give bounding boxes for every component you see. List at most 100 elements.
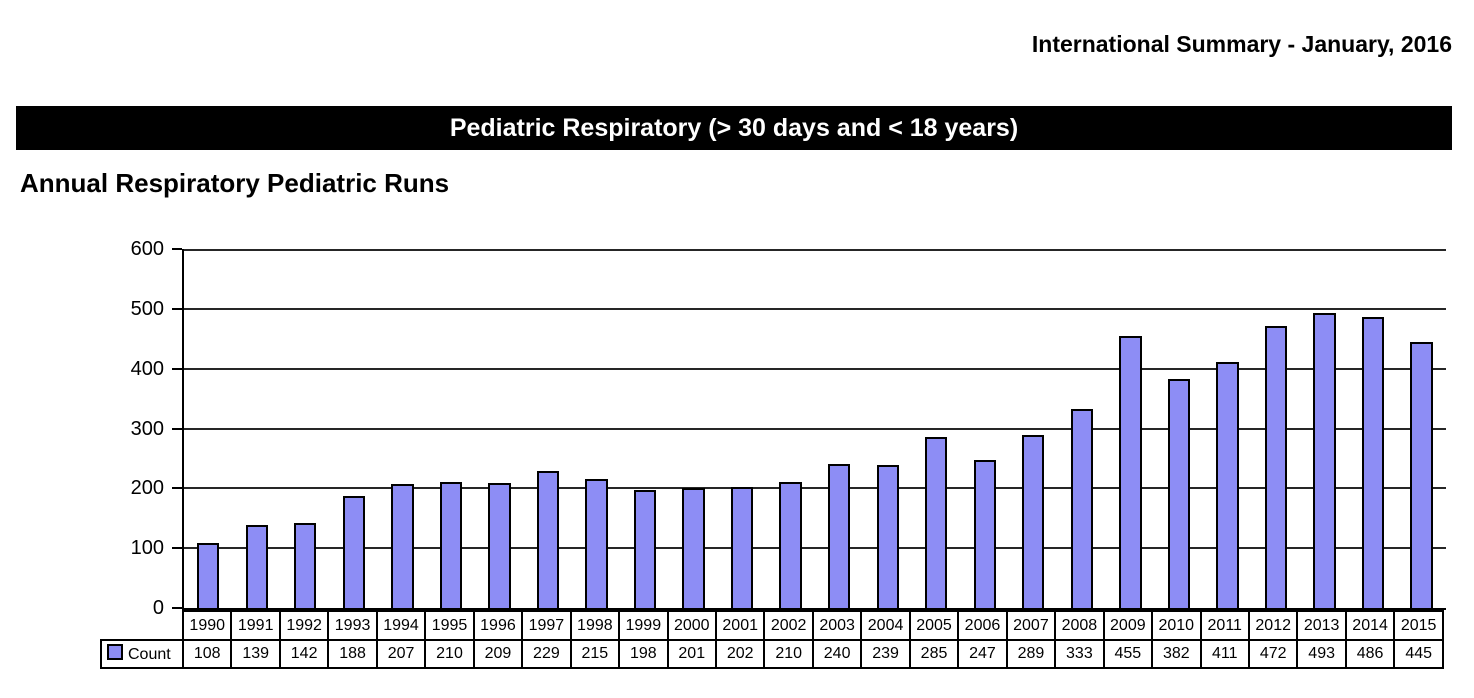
bar-column-2006 xyxy=(961,249,1010,608)
bar-2001 xyxy=(730,487,754,608)
bar-1998 xyxy=(585,479,608,608)
y-axis-tick xyxy=(172,547,182,550)
count-cell: 215 xyxy=(569,639,621,669)
bar-series xyxy=(184,249,1446,608)
count-cell: 240 xyxy=(811,639,863,669)
section-banner: Pediatric Respiratory (> 30 days and < 1… xyxy=(16,106,1452,150)
year-cell: 1999 xyxy=(618,610,669,641)
year-cell: 1991 xyxy=(230,610,281,641)
bar-column-1997 xyxy=(524,249,573,608)
bar-1999 xyxy=(633,489,657,608)
bar-column-1994 xyxy=(378,249,427,608)
year-cell: 2010 xyxy=(1151,610,1202,641)
count-cell: 139 xyxy=(230,639,281,669)
count-cell: 198 xyxy=(618,639,669,669)
y-axis-tick xyxy=(172,427,182,430)
bar-2000 xyxy=(682,487,705,608)
bar-column-2001 xyxy=(718,249,767,608)
count-cell: 445 xyxy=(1393,639,1444,669)
bar-column-2008 xyxy=(1058,249,1107,608)
bar-2011 xyxy=(1216,362,1239,608)
year-cell: 2004 xyxy=(860,610,911,641)
bar-column-2012 xyxy=(1252,249,1301,608)
count-cell: 108 xyxy=(181,639,233,669)
bar-column-2003 xyxy=(815,249,864,608)
year-cell: 1992 xyxy=(278,610,330,641)
count-cell: 201 xyxy=(666,639,717,669)
year-cell: 2011 xyxy=(1199,610,1250,641)
bar-2007 xyxy=(1022,435,1045,608)
bar-column-2015 xyxy=(1397,249,1446,608)
count-cell: 239 xyxy=(860,639,911,669)
y-axis-label: 0 xyxy=(152,597,164,619)
bar-column-2010 xyxy=(1155,249,1204,608)
table-corner-spacer xyxy=(101,611,183,640)
bar-1996 xyxy=(488,482,511,608)
bar-column-2002 xyxy=(766,249,815,608)
count-cell: 333 xyxy=(1054,639,1105,669)
bar-1994 xyxy=(391,484,414,608)
bar-1991 xyxy=(245,524,268,608)
bar-column-1993 xyxy=(330,249,379,608)
bar-1992 xyxy=(294,523,317,608)
count-value-row: Count 108 139 142 188 207 210 209 229 215 198 201 2… xyxy=(100,639,1444,669)
year-cell: 2006 xyxy=(957,610,1008,641)
count-cell: 202 xyxy=(714,639,766,669)
y-axis-label: 100 xyxy=(130,537,164,560)
bar-column-1996 xyxy=(475,249,524,608)
y-axis-label: 600 xyxy=(130,238,164,260)
bar-column-2013 xyxy=(1300,249,1349,608)
year-cell: 2005 xyxy=(908,610,960,641)
count-cell: 486 xyxy=(1344,639,1396,669)
bar-column-2011 xyxy=(1203,249,1252,608)
bar-2010 xyxy=(1167,379,1191,608)
count-cell: 209 xyxy=(472,639,524,669)
y-axis-label: 300 xyxy=(130,417,164,440)
section-banner-text: Pediatric Respiratory (> 30 days and < 1… xyxy=(449,113,1019,142)
count-cell: 411 xyxy=(1199,639,1250,669)
bar-column-1995 xyxy=(427,249,476,608)
count-cell: 382 xyxy=(1151,639,1202,669)
bar-1990 xyxy=(197,543,220,608)
bar-column-2000 xyxy=(669,249,718,608)
year-cell: 2009 xyxy=(1102,610,1154,641)
bar-2004 xyxy=(876,465,899,608)
bar-column-2009 xyxy=(1106,249,1155,608)
legend-cell: Count xyxy=(100,639,184,669)
year-cell: 1990 xyxy=(181,610,233,641)
bar-column-1992 xyxy=(281,249,330,608)
bar-1997 xyxy=(536,470,560,608)
year-cell: 1993 xyxy=(327,610,378,641)
year-header-row: 1990 1991 1992 1993 1994 1995 1996 1997 1998 1999… xyxy=(101,610,1444,641)
year-cell: 2007 xyxy=(1005,610,1057,641)
bar-2002 xyxy=(779,482,802,608)
count-cell: 247 xyxy=(957,639,1008,669)
bar-2014 xyxy=(1361,317,1385,608)
bar-column-2005 xyxy=(912,249,961,608)
year-cell: 1995 xyxy=(424,610,475,641)
year-cell: 1997 xyxy=(521,610,572,641)
count-cell: 188 xyxy=(327,639,378,669)
y-axis-label: 400 xyxy=(130,357,164,380)
bar-2006 xyxy=(973,460,996,608)
count-cell: 142 xyxy=(278,639,330,669)
count-cell: 289 xyxy=(1005,639,1057,669)
count-cell: 285 xyxy=(908,639,960,669)
bar-column-1991 xyxy=(233,249,282,608)
count-cell: 210 xyxy=(424,639,475,669)
bar-chart-plot-area: 600 500 400 300 200 100 0 xyxy=(131,238,1446,619)
year-cell: 2008 xyxy=(1054,610,1105,641)
year-cell: 2015 xyxy=(1393,610,1444,641)
y-axis-tick xyxy=(172,367,182,370)
bar-2009 xyxy=(1119,335,1142,608)
y-axis-label: 200 xyxy=(130,477,164,500)
chart-data-table: 1990 1991 1992 1993 1994 1995 1996 1997 1998 1999… xyxy=(100,610,1444,669)
bar-2008 xyxy=(1070,408,1093,608)
y-axis-tick xyxy=(172,487,182,490)
year-cell: 2012 xyxy=(1247,610,1299,641)
bar-column-1999 xyxy=(621,249,670,608)
year-cell: 1994 xyxy=(375,610,427,641)
year-cell: 2002 xyxy=(763,610,814,641)
bar-column-1998 xyxy=(572,249,621,608)
